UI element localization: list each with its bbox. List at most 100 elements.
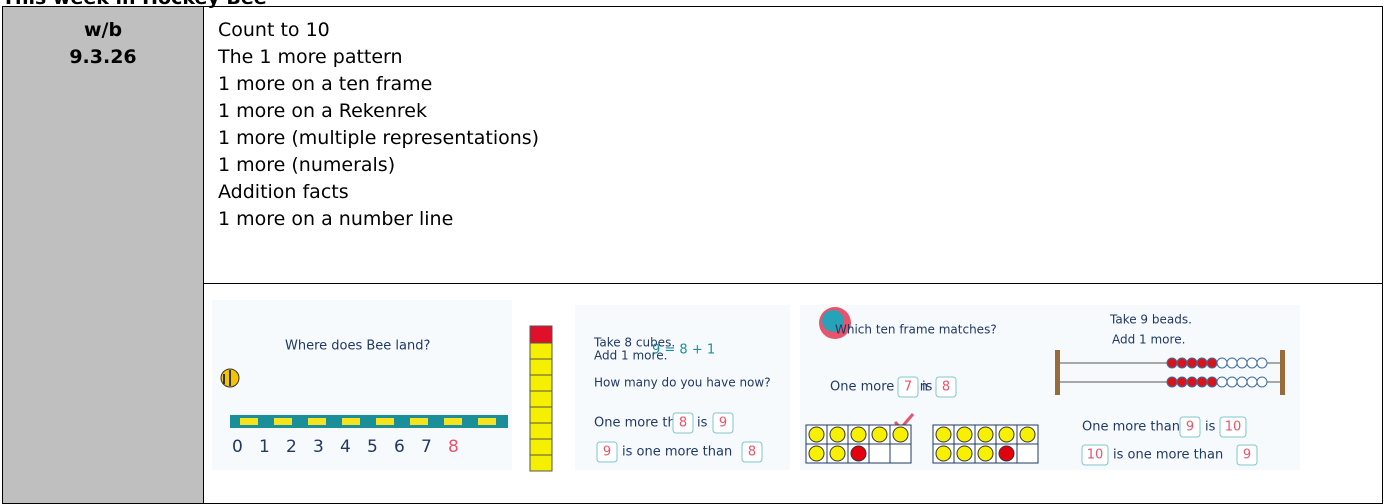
counter: [850, 445, 867, 462]
counter: [829, 426, 846, 443]
bead: [1206, 376, 1218, 388]
week-cell: w/b 9.3.26: [3, 7, 204, 503]
line-segment: [410, 418, 428, 425]
bead: [1226, 376, 1238, 388]
speech-icon: [822, 310, 844, 332]
line-segment: [444, 418, 462, 425]
number-label: 7: [421, 437, 432, 457]
number: 10: [1087, 448, 1104, 463]
bead: [1166, 376, 1178, 388]
number: 8: [942, 380, 950, 395]
counter: [892, 426, 909, 443]
frame-cell: [868, 443, 891, 464]
line-segment: [342, 418, 360, 425]
number: 7: [904, 380, 912, 395]
line-segment: [274, 418, 292, 425]
counter: [956, 445, 973, 462]
counter: [956, 426, 973, 443]
number: 9: [1243, 448, 1251, 463]
counter: [871, 426, 888, 443]
topic: Addition facts: [218, 181, 349, 203]
topic: 1 more on a ten frame: [218, 73, 433, 95]
frame-cell: [1016, 443, 1039, 464]
topic: Count to 10: [218, 19, 330, 41]
number-box: [712, 412, 734, 434]
line-segment: [478, 418, 496, 425]
counter: [977, 445, 994, 462]
sentence-text: is: [1205, 420, 1216, 435]
number-label: 8: [448, 437, 459, 457]
caption: Take 9 beads.: [1109, 313, 1192, 327]
counter: [850, 426, 867, 443]
bead: [1176, 376, 1188, 388]
number-box: [1236, 444, 1258, 466]
number-box: [935, 376, 957, 398]
number-box: [672, 412, 694, 434]
caption: Add 1 more.: [1112, 333, 1185, 347]
cube: [529, 325, 553, 344]
bead: [1216, 376, 1228, 388]
bead: [1226, 357, 1238, 369]
number-line: [230, 415, 508, 428]
number: 8: [679, 416, 687, 431]
panel: [1050, 305, 1300, 470]
line-segment: [240, 418, 258, 425]
question: Where does Bee land?: [285, 339, 430, 354]
sentence-text: is one more than: [622, 445, 732, 460]
bead: [1236, 357, 1248, 369]
number-label: 6: [394, 437, 405, 457]
cube: [529, 454, 553, 472]
number-box: [1219, 416, 1247, 438]
counter: [1019, 426, 1036, 443]
cube: [529, 390, 553, 408]
weekly-table: w/b 9.3.26 Count to 10 The 1 more pattern…: [2, 6, 1383, 504]
number: 9: [603, 445, 611, 460]
number-box: [596, 441, 618, 463]
number-box: [1081, 444, 1109, 466]
counter: [808, 445, 825, 462]
cube: [529, 406, 553, 424]
sentence-text: is one more than: [1113, 448, 1223, 463]
row-divider: [204, 283, 1382, 284]
bead: [1186, 357, 1198, 369]
bead: [1246, 376, 1258, 388]
number: 10: [1225, 420, 1242, 435]
sentence-text: One more than: [1082, 420, 1180, 435]
bead: [1196, 357, 1208, 369]
bead: [1216, 357, 1228, 369]
bead: [1176, 357, 1188, 369]
rekenrek-frame: [1280, 350, 1285, 395]
number-label: 5: [367, 437, 378, 457]
caption: How many do you have now?: [594, 376, 771, 390]
number-label: 2: [286, 437, 297, 457]
bead: [1166, 357, 1178, 369]
topic-list: Count to 10 The 1 more pattern 1 more on a…: [218, 17, 539, 233]
topic: 1 more (multiple representations): [218, 127, 540, 149]
number-label: 1: [259, 437, 270, 457]
number-box: [897, 376, 919, 398]
number-label: 0: [232, 437, 243, 457]
bead: [1256, 376, 1268, 388]
bead: [1196, 376, 1208, 388]
cube: [529, 342, 553, 360]
bead: [1246, 357, 1258, 369]
number-box: [741, 441, 763, 463]
number: 9: [719, 416, 727, 431]
cube: [529, 438, 553, 456]
caption: Take 8 cubes.: [593, 336, 675, 350]
frame-cell: [889, 443, 912, 464]
bead: [1206, 357, 1218, 369]
bead: [1186, 376, 1198, 388]
topic: 1 more on a Rekenrek: [218, 100, 427, 122]
counter: [829, 445, 846, 462]
line-segment: [376, 418, 394, 425]
number-label: 4: [340, 437, 351, 457]
counter: [935, 445, 952, 462]
sentence-text: is: [697, 416, 708, 431]
counter: [977, 426, 994, 443]
cube: [529, 358, 553, 376]
sentence-text: One more than: [594, 416, 692, 431]
panel: [212, 300, 512, 470]
